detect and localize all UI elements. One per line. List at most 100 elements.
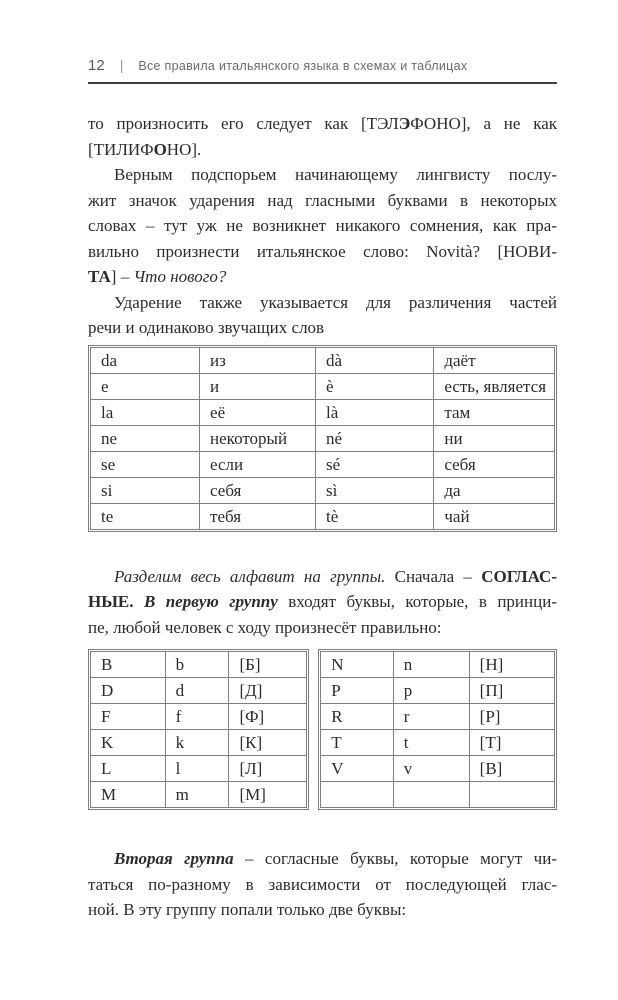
table-cell: её — [199, 398, 317, 426]
table-cell: P — [320, 677, 394, 704]
table-cell: если — [199, 450, 317, 478]
text-run: словах – тут уж не возникнет никакого со… — [88, 216, 557, 235]
text-run: Что нового? — [133, 267, 227, 286]
table-cell — [320, 781, 394, 808]
text-run: НО]. — [166, 139, 202, 159]
text-run: НЫЕ. — [88, 592, 144, 611]
paragraph-second-group: Вторая группа – согласные буквы, которые… — [88, 846, 557, 923]
table-cell: из — [199, 346, 317, 374]
header-rule — [88, 82, 557, 84]
text-run: СОГЛАС- — [481, 566, 557, 586]
text-run: ной. В эту группу попали только две букв… — [88, 900, 407, 919]
text-line: то произносить его следует как [ТЭЛЭФОНО… — [88, 111, 557, 137]
text-line: Ударение также указывается для различени… — [88, 290, 557, 316]
table-cell: ne — [89, 424, 201, 452]
page-number: 12 — [88, 57, 105, 74]
text-line: вильно произнести итальянское слово: Nov… — [88, 239, 557, 265]
table-cell: K — [90, 729, 166, 756]
running-header: 12 | Все правила итальянского языка в сх… — [88, 0, 557, 74]
table-cell: ни — [433, 424, 555, 452]
text-run: жит значок ударения над гласными буквами… — [88, 190, 557, 210]
table-cell: есть, является — [433, 372, 555, 400]
table-cell: sé — [315, 450, 435, 478]
table-cell: r — [392, 703, 470, 730]
header-separator: | — [119, 57, 124, 73]
table-row: te тебя tè чай — [89, 502, 555, 530]
table-cell: и — [199, 372, 317, 400]
text-line: ТА] – Что нового? — [88, 264, 557, 290]
text-run: Э — [398, 114, 411, 133]
table-cell: [В] — [468, 755, 556, 782]
text-run: – согласные буквы, которые могут чи- — [233, 849, 557, 868]
homographs-table: da из dà даёт e и è есть, является la её là там ne не… — [89, 346, 555, 530]
text-run: таться по-разному в зависимости от после… — [88, 874, 557, 894]
table-cell: даёт — [433, 346, 555, 374]
table-cell: [Н] — [468, 651, 556, 678]
table-cell: n — [392, 651, 470, 678]
table-cell: [Б] — [228, 651, 308, 678]
text-run: ФОНО], а не как — [410, 114, 557, 133]
table-cell: t — [392, 729, 470, 756]
table-cell: è — [315, 372, 435, 400]
table-cell: [Т] — [468, 729, 556, 756]
text-line: речи и одинаково звучащих слов — [88, 315, 557, 341]
text-line: Разделим весь алфавит на группы. Сначала… — [88, 564, 557, 590]
table-cell: V — [320, 755, 394, 782]
paragraph-stress-mark: Верным подспорьем начинающему лингвисту … — [88, 162, 557, 290]
table-cell: чай — [433, 502, 555, 530]
table-cell: e — [89, 372, 201, 400]
table-cell: T — [320, 729, 394, 756]
table-cell: [Д] — [228, 677, 308, 704]
text-line: таться по-разному в зависимости от после… — [88, 872, 557, 898]
table-cell: [Р] — [468, 703, 556, 730]
text-line: НЫЕ. В первую группу входят буквы, котор… — [88, 589, 557, 615]
table-row: da из dà даёт — [89, 346, 555, 374]
text-line: ной. В эту группу попали только две букв… — [88, 897, 557, 923]
text-run: ] – — [110, 267, 134, 286]
table-cell: M — [90, 781, 166, 808]
text-run: ТА — [88, 267, 111, 286]
table-cell: là — [315, 398, 435, 426]
text-run: Сначала – — [385, 566, 482, 586]
table-row: si себя sì да — [89, 476, 555, 504]
table-cell: [Л] — [228, 755, 308, 782]
table-row: la её là там — [89, 398, 555, 426]
text-run: вильно произнести итальянское слово: Nov… — [88, 241, 557, 261]
table-cell: dà — [315, 346, 435, 374]
table-cell: d — [164, 677, 230, 704]
table-cell: N — [320, 651, 394, 678]
table-row: ne некоторый né ни — [89, 424, 555, 452]
text-run: пе, любой человек с ходу произнесёт прав… — [88, 617, 442, 637]
table-row: se если sé себя — [89, 450, 555, 478]
table-cell: né — [315, 424, 435, 452]
table-cell: k — [164, 729, 230, 756]
text-line: пе, любой человек с ходу произнесёт прав… — [88, 615, 557, 641]
table-cell: se — [89, 450, 201, 478]
table-cell: R — [320, 703, 394, 730]
text-run: речи и одинаково звучащих слов — [88, 318, 325, 337]
table-cell: la — [89, 398, 201, 426]
table-cell: da — [89, 346, 201, 374]
table-cell: te — [89, 502, 201, 530]
table-cell: L — [90, 755, 166, 782]
table-cell: sì — [315, 476, 435, 504]
homographs-table-wrapper: da из dà даёт e и è есть, является la её là там ne не… — [88, 344, 557, 532]
table-cell: [П] — [468, 677, 556, 704]
text-run: входят буквы, которые, в принци- — [277, 592, 557, 611]
table-cell: f — [164, 703, 230, 730]
text-run: Вторая группа — [114, 849, 234, 868]
